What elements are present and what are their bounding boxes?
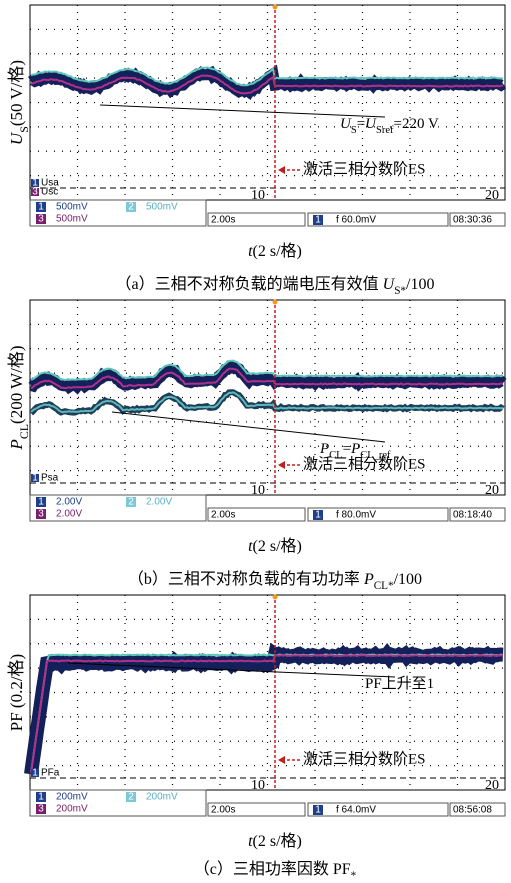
channel-number: 3: [38, 214, 44, 225]
status-box: [308, 508, 448, 521]
y-label: US(50 V/格): [7, 60, 31, 145]
clock: 08:18:40: [453, 510, 492, 521]
text-run: PF上升至1: [365, 675, 434, 692]
trigger: f 80.0mV: [336, 510, 376, 521]
trigger-marker: [273, 595, 278, 600]
text-run: Sref: [376, 125, 394, 136]
channel-name: PFa: [41, 768, 60, 779]
text-run: (50 V/格): [7, 60, 26, 126]
channel-scale: 500mV: [146, 202, 178, 213]
caption: （b）三相不对称负载的有功功率 PCL*/100: [128, 570, 422, 592]
channel-name: Usc: [41, 187, 58, 198]
trigger-marker: [273, 300, 278, 305]
event-label: 激活三相分数阶ES: [303, 455, 426, 472]
text-run: P: [319, 441, 329, 457]
y-label: PF (0.2/格): [7, 654, 26, 731]
trigger: f 60.0mV: [336, 215, 376, 226]
channel-number: 2: [128, 497, 134, 508]
x-label: t(2 s/格): [248, 832, 302, 850]
text-run: =220 V: [394, 116, 439, 132]
channel-number: 3: [38, 804, 44, 815]
channel-number: 2: [128, 792, 134, 803]
text-run: /100: [394, 571, 422, 588]
channel-number: 1: [32, 473, 38, 484]
text-run: （a）三相不对称负载的端电压有效值: [116, 275, 383, 293]
channel-name: Psa: [41, 473, 59, 484]
channel-scale: 200mV: [56, 792, 88, 803]
division-mark: 10: [251, 483, 265, 498]
y-label: PCL(200 W/格): [7, 345, 31, 450]
event-label: 激活三相分数阶ES: [303, 160, 426, 177]
time-scale: 2.00s: [211, 510, 235, 521]
division-mark: 20: [485, 483, 499, 498]
text-run: S*: [394, 285, 406, 297]
text-run: PF (0.2/格): [7, 654, 26, 731]
text-run: =: [343, 441, 351, 457]
channel-number: 1: [315, 805, 321, 816]
scope-screen: [30, 5, 505, 200]
event-label: 激活三相分数阶ES: [303, 750, 426, 767]
channel-number: 3: [32, 187, 38, 198]
channel-number: 1: [315, 215, 321, 226]
division-mark: 20: [485, 188, 499, 203]
text-run: (2 s/格): [253, 242, 302, 260]
trigger-marker: [273, 5, 278, 10]
clock: 08:56:08: [453, 805, 492, 816]
text-run: （c）三相功率因数 PF: [194, 860, 351, 878]
caption: （c）三相功率因数 PF*: [194, 860, 357, 882]
text-run: =: [357, 116, 365, 132]
channel-scale: 500mV: [56, 202, 88, 213]
annotation: PF上升至1: [365, 675, 434, 692]
scope-screen: [30, 300, 505, 495]
text-run: *: [351, 870, 357, 882]
channel-scale: 2.00V: [146, 497, 172, 508]
figure: US=USref=220 V激活三相分数阶ES1Usa3Usc10201500m…: [0, 0, 511, 883]
status-box: [308, 213, 448, 226]
text-run: (2 s/格): [253, 832, 302, 850]
division-mark: 20: [485, 778, 499, 793]
scope-screen: [30, 595, 505, 790]
division-mark: 10: [251, 778, 265, 793]
channel-number: 1: [38, 202, 44, 213]
text-run: /100: [406, 276, 434, 293]
trigger: f 64.0mV: [336, 805, 376, 816]
text-run: S: [17, 126, 31, 133]
channel-number: 3: [38, 509, 44, 520]
time-scale: 2.00s: [211, 805, 235, 816]
text-run: P: [363, 571, 374, 588]
text-run: P: [7, 439, 26, 450]
time-scale: 2.00s: [211, 215, 235, 226]
text-run: CL*: [374, 580, 394, 592]
status-box: [308, 803, 448, 816]
channel-number: 2: [128, 202, 134, 213]
channel-number: 1: [38, 792, 44, 803]
channel-scale: 2.00V: [56, 509, 82, 520]
division-mark: 10: [251, 188, 265, 203]
channel-scale: 2.00V: [56, 497, 82, 508]
channel-scale: 200mV: [56, 804, 88, 815]
x-label: t(2 s/格): [248, 242, 302, 260]
clock: 08:30:36: [453, 215, 492, 226]
text-run: CL: [17, 424, 31, 439]
channel-scale: 500mV: [56, 214, 88, 225]
channel-scale: 200mV: [146, 792, 178, 803]
text-run: (200 W/格): [7, 345, 26, 424]
channel-number: 1: [32, 768, 38, 779]
text-run: (2 s/格): [253, 537, 302, 555]
text-run: P: [350, 441, 360, 457]
text-run: （b）三相不对称负载的有功功率: [128, 570, 364, 588]
channel-number: 1: [38, 497, 44, 508]
channel-number: 1: [315, 510, 321, 521]
caption: （a）三相不对称负载的端电压有效值 US*/100: [116, 275, 435, 297]
x-label: t(2 s/格): [248, 537, 302, 555]
